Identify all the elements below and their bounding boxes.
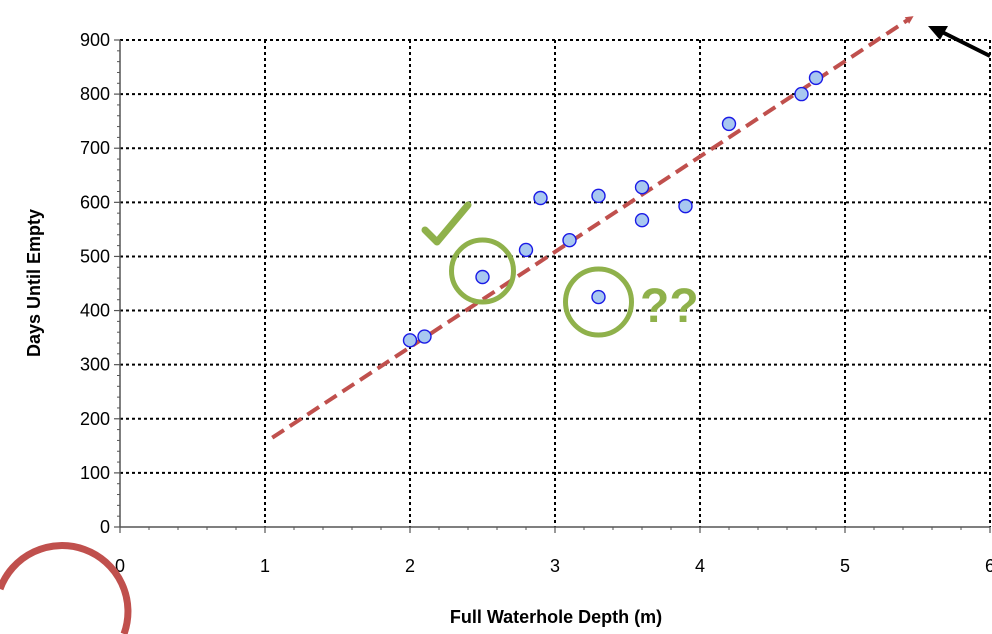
highlight-circle-question	[563, 266, 634, 338]
callout-arrow	[939, 29, 991, 58]
data-point	[591, 289, 606, 305]
x-tick-label: 4	[695, 556, 705, 576]
x-tick-label: 0	[115, 556, 125, 576]
y-tick-label: 200	[80, 409, 110, 429]
data-point	[808, 70, 824, 86]
arrowhead-icon	[928, 26, 948, 40]
x-tick-label: 3	[550, 556, 560, 576]
data-point	[678, 198, 693, 214]
annotations: ??	[421, 201, 699, 338]
y-tick-label: 400	[80, 301, 110, 321]
data-points	[402, 70, 824, 348]
axes: 0 100 200 300 400 500 600 700 800 900 0 1 2 3 4 5 6	[80, 30, 992, 576]
data-point	[475, 269, 490, 285]
y-tick-label: 300	[80, 355, 110, 375]
y-axis-title: Days Until Empty	[24, 209, 44, 357]
data-point	[562, 233, 577, 248]
grid	[120, 39, 991, 527]
highlight-circle-good	[449, 237, 516, 305]
x-tick-label: 6	[985, 556, 992, 576]
y-tick-label: 100	[80, 463, 110, 483]
x-tick-label: 1	[260, 556, 270, 576]
data-point	[591, 188, 606, 204]
checkmark-icon	[421, 201, 472, 246]
data-point	[417, 329, 432, 344]
y-tick-label: 700	[80, 138, 110, 158]
y-tick-label: 600	[80, 192, 110, 212]
data-point	[533, 190, 548, 206]
data-point	[634, 179, 650, 195]
y-tick-label: 500	[80, 246, 110, 266]
x-tick-label: 2	[405, 556, 415, 576]
data-point	[794, 86, 809, 102]
data-point	[721, 116, 737, 132]
y-tick-label: 0	[100, 517, 110, 537]
question-marks-annotation: ??	[640, 280, 699, 333]
x-axis-title: Full Waterhole Depth (m)	[450, 607, 662, 627]
decorations	[0, 26, 991, 634]
callout-circle	[0, 542, 132, 634]
data-point	[402, 333, 418, 348]
y-tick-label: 900	[80, 30, 110, 50]
data-point	[634, 212, 650, 228]
data-point	[518, 242, 534, 258]
y-tick-label: 800	[80, 84, 110, 104]
x-tick-label: 5	[840, 556, 850, 576]
